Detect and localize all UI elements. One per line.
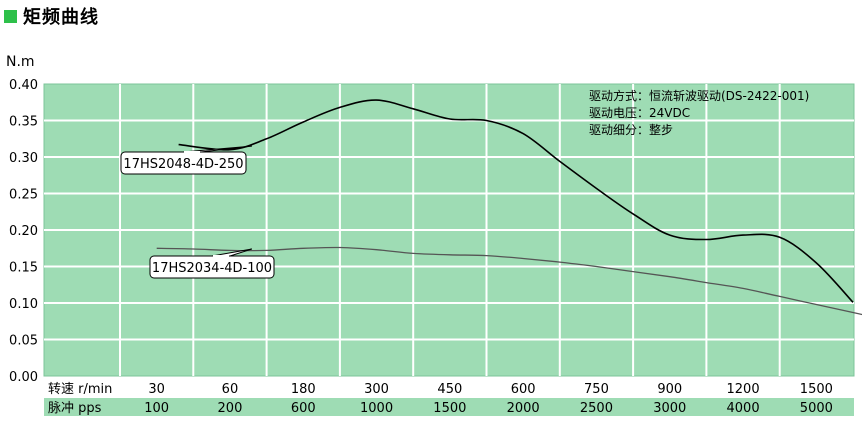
x-tick-label: 200 [218, 401, 243, 416]
x-row-label-speed: 转速 r/min [48, 382, 112, 397]
y-tick-label: 0.20 [9, 224, 38, 239]
x-tick-label: 600 [291, 401, 316, 416]
drive-note-1: 驱动方式：恒流斩波驱动(DS-2422-001) [589, 88, 809, 103]
series-label: 17HS2034-4D-100 [152, 261, 272, 276]
series-line [156, 246, 862, 316]
x-row-band-1 [44, 378, 854, 398]
series-label: 17HS2048-4D-250 [123, 157, 243, 172]
y-tick-label: 0.15 [9, 261, 38, 276]
x-tick-label: 1200 [727, 382, 760, 397]
section-header: 矩频曲线 [4, 6, 99, 28]
series-line [178, 99, 854, 303]
label-pointer [182, 145, 252, 153]
label-pointer [211, 248, 253, 257]
x-tick-label: 60 [222, 382, 239, 397]
drive-note-2: 驱动电压：24VDC [589, 106, 690, 120]
x-tick-label: 900 [657, 382, 682, 397]
x-tick-label: 2000 [507, 401, 540, 416]
x-tick-label: 2500 [580, 401, 613, 416]
x-tick-label: 300 [364, 382, 389, 397]
y-tick-label: 0.30 [9, 151, 38, 166]
y-axis-ticks: 0.00 0.05 0.10 0.15 0.20 0.25 0.30 0.35 0.40 [9, 78, 38, 385]
curves [156, 99, 862, 316]
x-axis-ticks: 30 60 180 300 450 600 750 900 1200 1500 100 200 600 1… [144, 382, 833, 416]
x-tick-label: 100 [144, 401, 169, 416]
y-tick-label: 0.10 [9, 297, 38, 312]
x-tick-label: 600 [511, 382, 536, 397]
x-tick-label: 3000 [653, 401, 686, 416]
label-box [149, 255, 275, 279]
x-tick-label: 4000 [727, 401, 760, 416]
y-tick-label: 0.40 [9, 78, 38, 93]
x-tick-label: 1000 [360, 401, 393, 416]
drive-note-3: 驱动细分：整步 [589, 122, 673, 137]
x-tick-label: 180 [291, 382, 316, 397]
x-tick-label: 30 [148, 382, 165, 397]
label-box [120, 151, 247, 175]
page-title: 矩频曲线 [23, 7, 99, 28]
x-row-band-2 [44, 398, 854, 416]
green-square-icon [4, 9, 17, 23]
y-axis-label: N.m [6, 54, 35, 70]
y-tick-label: 0.25 [9, 188, 38, 203]
curve-labels: 17HS2048-4D-250 17HS2034-4D-100 [120, 145, 275, 279]
x-tick-label: 750 [584, 382, 609, 397]
y-tick-label: 0.00 [9, 370, 38, 385]
x-tick-label: 1500 [433, 401, 466, 416]
y-tick-label: 0.05 [9, 334, 38, 349]
x-tick-label: 1500 [800, 382, 833, 397]
x-row-label-pulse: 脉冲 pps [48, 401, 102, 416]
x-tick-label: 450 [437, 382, 462, 397]
x-tick-label: 5000 [800, 401, 833, 416]
y-tick-label: 0.35 [9, 115, 38, 130]
